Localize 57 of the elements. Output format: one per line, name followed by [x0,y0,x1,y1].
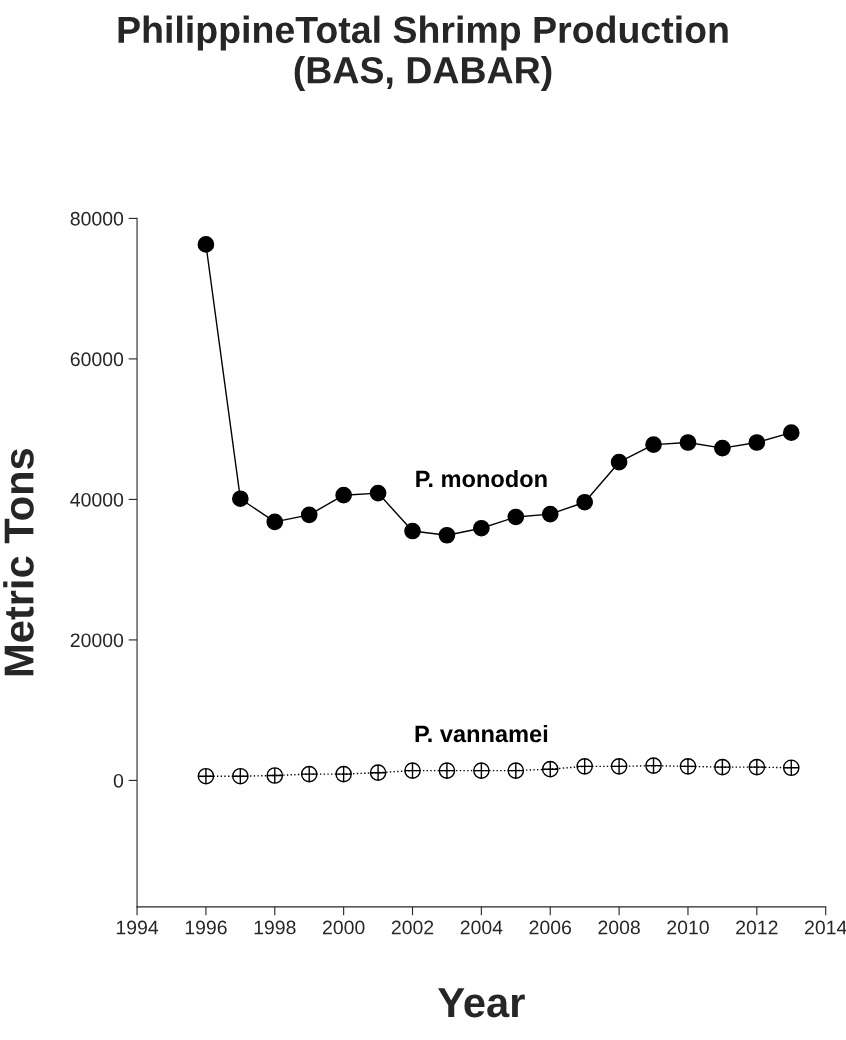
point [679,758,697,775]
point [369,764,387,782]
series-label: P. monodon [416,469,547,488]
y-tick-label: 40000 [70,492,124,507]
point [404,762,421,779]
x-tick-label: 2008 [598,920,640,935]
point [541,505,559,523]
point [335,486,352,504]
point [748,434,766,451]
x-tick-label: 1996 [185,920,227,935]
point [232,490,249,508]
y-tick-label: 20000 [70,633,124,648]
point [300,506,318,524]
point [266,767,284,784]
point [197,767,215,785]
x-tick-label: 1998 [254,920,296,935]
x-tick-label: 2004 [460,920,503,935]
point [335,765,352,783]
point [369,484,387,502]
point [541,760,559,778]
point [438,762,456,779]
point [232,767,249,785]
point [438,526,456,544]
point [645,436,662,453]
x-tick-label: 1994 [116,920,159,935]
y-tick-label: 0 [113,773,124,788]
series-label: P. vannamei [415,724,548,743]
x-tick-label: 2010 [667,920,709,935]
point [782,424,800,442]
point [507,508,525,526]
point [679,434,697,451]
chart-title: PhilippineTotal Shrimp Production (BAS, DABAR) [118,15,728,91]
point [404,522,421,540]
point [610,453,628,471]
point [610,758,628,775]
x-tick-label: 2012 [736,920,778,935]
point [300,765,318,783]
point [714,439,731,457]
point [576,493,594,511]
point [748,758,766,776]
point [473,519,490,537]
point [507,762,525,779]
x-axis-title: Year [438,988,525,1018]
y-tick-label: 80000 [70,211,124,226]
x-tick-label: 2002 [391,920,434,935]
point [645,757,662,775]
point [782,759,800,777]
x-tick-label: 2000 [323,920,365,935]
point [197,236,215,253]
x-tick-label: 2006 [529,920,572,935]
y-axis-title: Metric Tons [3,448,34,676]
point [576,758,594,775]
point [714,758,731,776]
x-tick-label: 2014 [805,920,846,935]
point [266,513,284,531]
y-tick-label: 60000 [70,352,124,367]
point [473,762,490,779]
